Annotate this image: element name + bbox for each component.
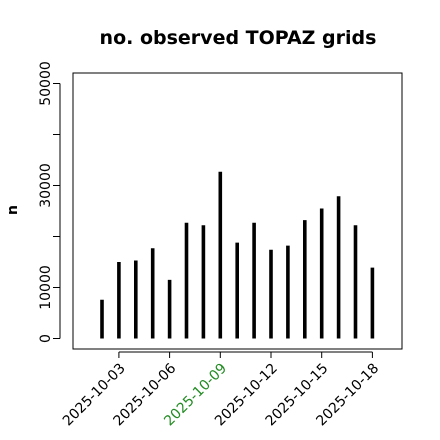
y-tick-label: 10000 xyxy=(38,265,54,310)
chart-title: no. observed TOPAZ grids xyxy=(100,27,377,49)
y-tick-label: 30000 xyxy=(38,163,54,208)
bars-group xyxy=(100,171,375,339)
plot-frame xyxy=(72,72,403,350)
y-axis: 0 10000 30000 50000 xyxy=(38,61,61,343)
y-tick-label: 0 xyxy=(38,334,54,343)
y-tick-label: 50000 xyxy=(38,61,54,106)
x-axis: 2025-10-032025-10-062025-10-092025-10-12… xyxy=(60,351,382,429)
y-axis-label: n xyxy=(5,205,21,215)
